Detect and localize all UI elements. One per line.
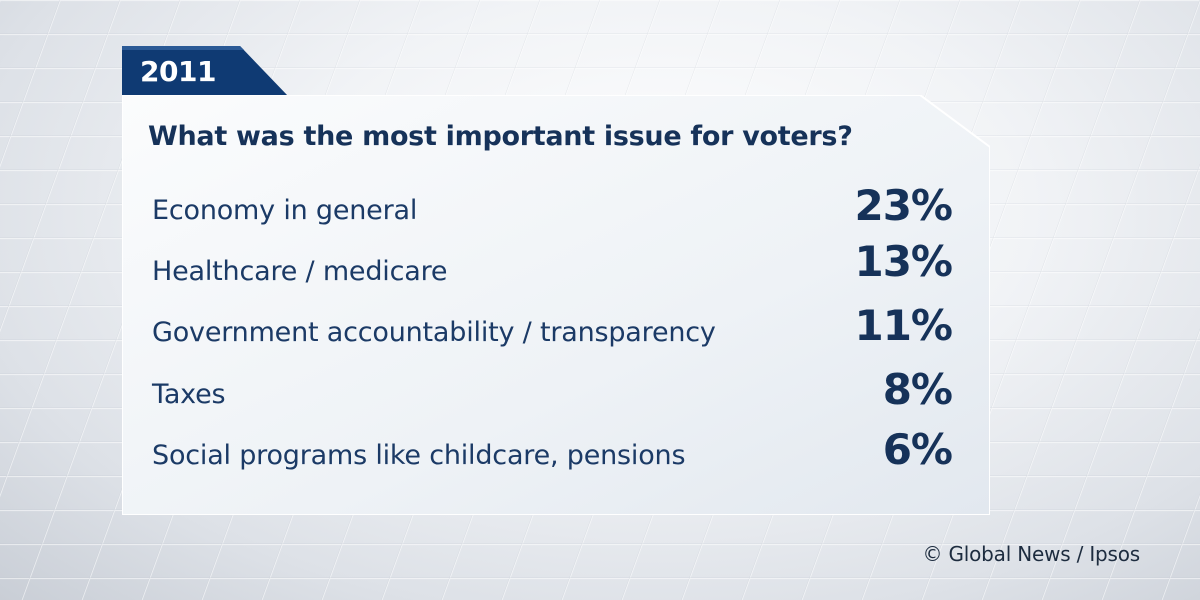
- year-tab: 2011: [122, 46, 292, 96]
- source-credit: © Global News / Ipsos: [922, 542, 1141, 566]
- row-value-social-programs: 6%: [882, 425, 953, 474]
- row-label-healthcare: Healthcare / medicare: [152, 256, 448, 287]
- year-label: 2011: [140, 55, 216, 88]
- row-value-healthcare: 13%: [854, 237, 953, 286]
- row-value-economy: 23%: [854, 181, 953, 230]
- results-card: What was the most important issue for vo…: [122, 95, 990, 515]
- card-background: [122, 95, 990, 515]
- row-value-government: 11%: [854, 301, 953, 350]
- row-label-economy: Economy in general: [152, 195, 418, 226]
- row-label-social-programs: Social programs like childcare, pensions: [152, 440, 686, 471]
- row-value-taxes: 8%: [882, 365, 953, 414]
- row-label-taxes: Taxes: [152, 379, 226, 410]
- chart-title: What was the most important issue for vo…: [148, 121, 853, 152]
- year-tab-shape: [122, 46, 288, 96]
- row-label-government: Government accountability / transparency: [152, 317, 716, 348]
